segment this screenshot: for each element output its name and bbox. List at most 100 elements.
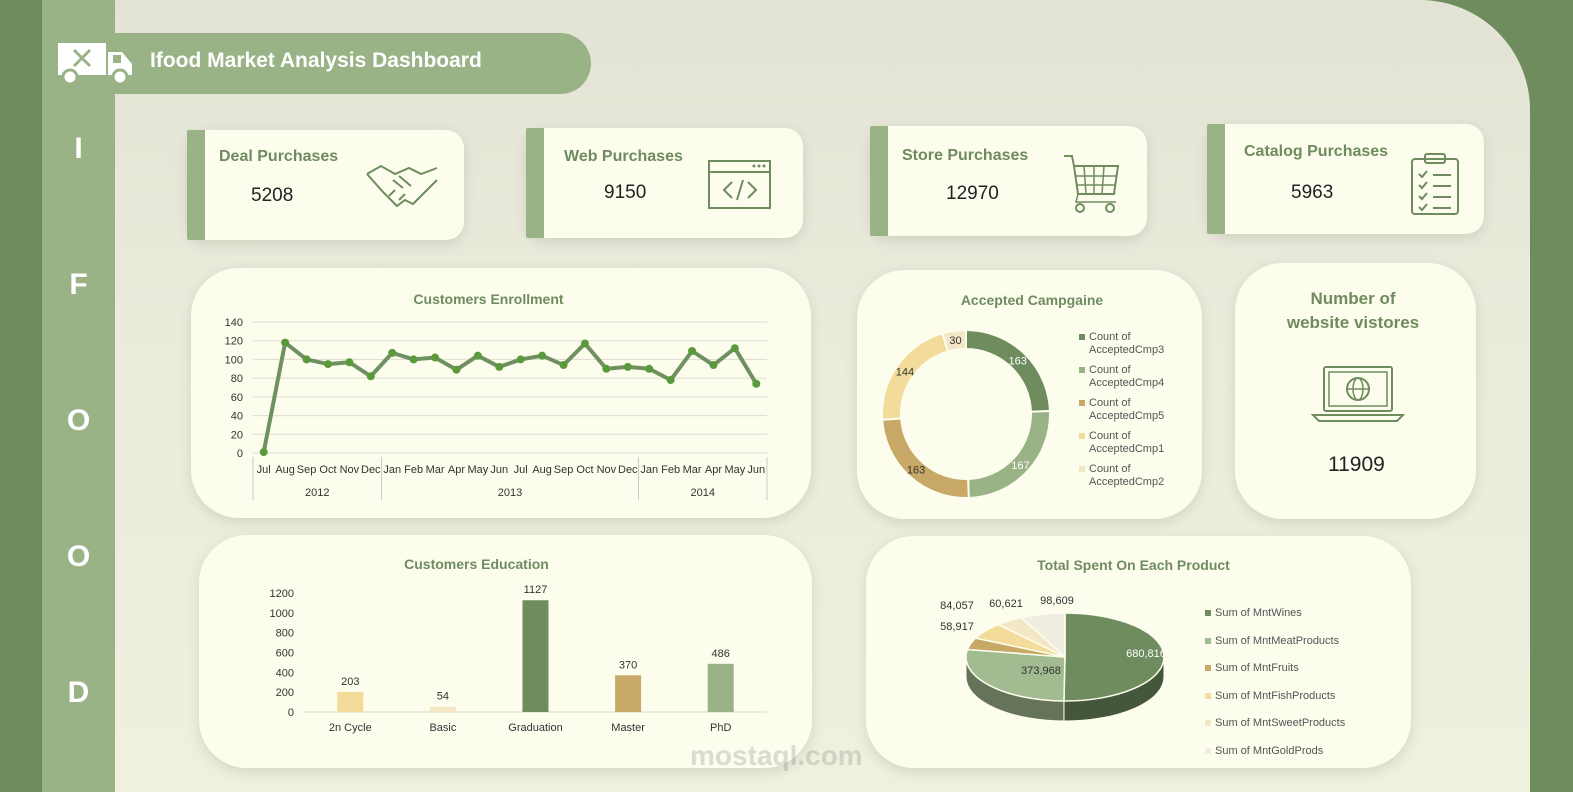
data-point xyxy=(431,353,440,362)
legend-label: Sum of MntGoldProds xyxy=(1215,744,1324,757)
sidebar-letter: F xyxy=(69,268,88,301)
year-label: 2013 xyxy=(498,487,522,499)
visitors-title-line1: Number of xyxy=(1310,289,1396,308)
donut-slice xyxy=(881,417,970,499)
kpi-value: 9150 xyxy=(604,182,647,203)
y-tick-label: 0 xyxy=(288,707,294,719)
sidebar-letter: O xyxy=(66,540,91,573)
bar-value-label: 1127 xyxy=(524,584,548,596)
y-tick-label: 40 xyxy=(231,411,243,423)
slice-value-label: 163 xyxy=(1009,355,1027,367)
kpi-label: Store Purchases xyxy=(902,147,1029,164)
slice-value-label: 58,917 xyxy=(940,621,974,633)
chart-title: Customers Enrollment xyxy=(413,291,564,307)
y-tick-label: 600 xyxy=(276,648,294,660)
kpi-label: Deal Purchases xyxy=(219,148,339,165)
x-tick-label: Jan xyxy=(640,464,658,476)
data-point xyxy=(709,361,718,370)
slice-value-label: 98,609 xyxy=(1040,595,1074,607)
x-tick-label: Feb xyxy=(404,464,423,476)
campaign-chart-card: Accepted Campgaine 163 167 163 144 30 Count … xyxy=(857,270,1202,519)
slice-value-label: 60,621 xyxy=(989,598,1023,610)
legend-swatch xyxy=(1205,637,1211,644)
y-tick-label: 200 xyxy=(276,687,294,699)
legend-label: Sum of MntWines xyxy=(1215,607,1302,619)
data-point xyxy=(495,362,504,371)
legend-swatch xyxy=(1205,665,1211,672)
x-tick-label: May xyxy=(724,464,745,476)
page-title: Ifood Market Analysis Dashboard xyxy=(150,49,482,72)
legend-swatch xyxy=(1079,466,1085,473)
x-tick-label: Aug xyxy=(275,464,295,476)
bar-value-label: 486 xyxy=(712,648,730,660)
x-tick-label: Jun xyxy=(490,464,508,476)
enrollment-chart-card: Customers Enrollment 0 20 40 60 80 100 120 140 J… xyxy=(191,268,811,518)
kpi-accent-strip xyxy=(870,126,888,236)
legend-item: Count of AcceptedCmp2 xyxy=(1079,463,1164,489)
legend-label: AcceptedCmp3 xyxy=(1089,344,1165,356)
legend-swatch xyxy=(1079,400,1085,407)
products-chart-card: Total Spent On Each Product 680,816 373,9… xyxy=(866,536,1411,768)
watermark: mostaql.com xyxy=(690,740,863,771)
chart-title: Total Spent On Each Product xyxy=(1037,557,1230,573)
year-label: 2014 xyxy=(691,487,715,499)
legend-item: Count of AcceptedCmp3 xyxy=(1079,331,1164,357)
data-point xyxy=(666,376,675,385)
x-tick-label: Master xyxy=(611,722,645,734)
legend-label: AcceptedCmp2 xyxy=(1089,476,1165,488)
x-tick-label: Apr xyxy=(448,464,465,476)
bar xyxy=(522,600,549,712)
legend-label: Sum of MntMeatProducts xyxy=(1215,634,1340,647)
x-tick-label: Sep xyxy=(297,464,317,476)
donut-slice xyxy=(965,328,1051,413)
legend-item: Count of AcceptedCmp5 xyxy=(1079,397,1164,423)
legend-item: Sum of MntSweetProducts xyxy=(1205,717,1345,730)
data-point xyxy=(688,347,697,356)
legend-item: Sum of MntFishProducts xyxy=(1205,690,1335,703)
y-tick-label: 140 xyxy=(225,317,243,329)
data-point xyxy=(473,351,482,360)
legend-item: Sum of MntGoldProds xyxy=(1205,745,1323,758)
x-tick-label: Sep xyxy=(554,464,574,476)
chart-title: Accepted Campgaine xyxy=(960,292,1104,308)
y-tick-label: 80 xyxy=(231,373,243,385)
bar xyxy=(337,691,364,712)
legend-label: Sum of MntFishProducts xyxy=(1215,689,1336,702)
x-tick-label: Dec xyxy=(361,464,381,476)
title-bar xyxy=(46,33,591,94)
data-point xyxy=(645,364,654,373)
data-point xyxy=(366,372,375,381)
data-point xyxy=(580,339,589,348)
pie-slice xyxy=(1063,612,1165,702)
data-point xyxy=(752,379,761,388)
slice-value-label: 373,968 xyxy=(1021,665,1061,677)
legend-label: Count of xyxy=(1089,331,1131,343)
year-label: 2012 xyxy=(305,487,329,499)
x-tick-label: Mar xyxy=(683,464,702,476)
data-point xyxy=(259,448,268,457)
visitors-value: 11909 xyxy=(1328,453,1385,476)
bar xyxy=(615,675,642,712)
data-point xyxy=(602,364,611,373)
data-point xyxy=(538,351,547,360)
kpi-card-deal: Deal Purchases 5208 xyxy=(187,130,464,240)
sidebar-letter: O xyxy=(66,404,91,437)
legend-item: Sum of MntWines xyxy=(1205,607,1302,620)
legend-label: Count of xyxy=(1089,430,1131,442)
y-tick-label: 0 xyxy=(237,448,243,460)
x-tick-label: 2n Cycle xyxy=(329,722,372,734)
y-tick-label: 1200 xyxy=(270,588,294,600)
kpi-card-catalog: Catalog Purchases 5963 xyxy=(1207,124,1484,234)
education-bar-chart: 0 200 400 600 800 1000 1200 203 2n Cycle 54 Basic 1… xyxy=(270,584,767,734)
x-tick-label: Basic xyxy=(429,722,456,734)
x-tick-label: Aug xyxy=(532,464,552,476)
visitors-title-line2: website vistores xyxy=(1286,313,1420,332)
data-point xyxy=(345,358,354,367)
x-tick-label: PhD xyxy=(710,722,731,734)
legend-swatch xyxy=(1205,692,1211,699)
visitors-card: Number of website vistores 11909 xyxy=(1235,263,1476,519)
education-chart-card: Customers Education 0 200 400 600 800 1000 120… xyxy=(199,535,812,768)
x-tick-label: Nov xyxy=(340,464,360,476)
